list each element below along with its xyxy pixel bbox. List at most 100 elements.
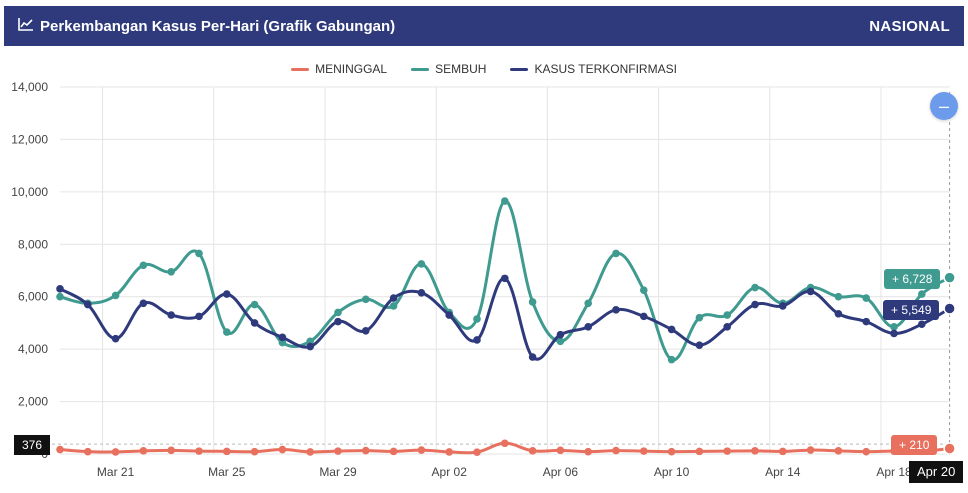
data-point-sembuh xyxy=(612,249,620,258)
data-point-kasus-terkonfirmasi xyxy=(195,312,203,321)
data-point-meninggal xyxy=(417,446,426,454)
data-point-meninggal xyxy=(695,447,704,456)
data-point-sembuh xyxy=(389,302,398,310)
data-point-meninggal xyxy=(584,447,592,456)
data-point-meninggal xyxy=(862,447,870,456)
data-point-sembuh xyxy=(556,337,565,346)
legend-label-meninggal: MENINGGAL xyxy=(315,62,388,76)
data-point-sembuh xyxy=(362,295,370,304)
legend-item-konfirmasi[interactable]: KASUS TERKONFIRMASI xyxy=(510,62,677,76)
data-point-kasus-terkonfirmasi xyxy=(584,323,592,331)
data-point-sembuh xyxy=(528,298,537,306)
data-point-sembuh xyxy=(473,315,481,323)
data-point-meninggal xyxy=(943,442,956,455)
x-tick-label: Apr 10 xyxy=(654,465,690,479)
data-point-kasus-terkonfirmasi xyxy=(640,312,648,321)
data-point-kasus-terkonfirmasi xyxy=(779,302,787,310)
data-point-sembuh xyxy=(167,268,175,276)
series-line-kasus-terkonfirmasi xyxy=(59,276,951,361)
data-point-kasus-terkonfirmasi xyxy=(918,320,926,329)
header-title-group: Perkembangan Kasus Per-Hari (Grafik Gabu… xyxy=(18,17,395,36)
data-point-kasus-terkonfirmasi xyxy=(612,306,620,314)
data-point-kasus-terkonfirmasi xyxy=(556,330,565,339)
data-point-sembuh xyxy=(334,308,342,317)
data-point-kasus-terkonfirmasi xyxy=(223,290,231,298)
x-tick-label: Apr 06 xyxy=(543,465,579,479)
data-point-sembuh xyxy=(640,286,648,294)
data-point-sembuh xyxy=(278,338,287,347)
data-point-sembuh xyxy=(250,300,259,309)
data-point-kasus-terkonfirmasi xyxy=(890,329,898,338)
data-point-kasus-terkonfirmasi xyxy=(445,311,454,319)
data-point-meninggal xyxy=(362,446,370,455)
data-point-kasus-terkonfirmasi xyxy=(806,287,815,296)
data-point-meninggal xyxy=(223,447,231,456)
minus-icon: – xyxy=(938,96,949,116)
y-tick-label: 8,000 xyxy=(18,237,48,251)
legend-swatch-meninggal xyxy=(291,67,310,71)
y-tick-label: 4,000 xyxy=(18,342,48,356)
data-point-kasus-terkonfirmasi xyxy=(84,300,92,309)
data-point-kasus-terkonfirmasi xyxy=(334,317,342,326)
data-point-meninggal xyxy=(195,447,203,455)
y-tick-label: 10,000 xyxy=(11,185,48,199)
data-point-meninggal xyxy=(473,448,481,456)
data-point-meninggal xyxy=(167,446,175,455)
chart-legend: MENINGGAL SEMBUH KASUS TERKONFIRMASI xyxy=(0,62,968,76)
data-point-sembuh xyxy=(139,261,148,270)
data-point-kasus-terkonfirmasi xyxy=(362,326,370,335)
data-point-kasus-terkonfirmasi xyxy=(278,333,287,342)
data-point-meninggal xyxy=(779,447,787,456)
legend-item-sembuh[interactable]: SEMBUH xyxy=(411,62,486,76)
x-tick-label: Apr 02 xyxy=(432,465,468,479)
y-tick-label: 2,000 xyxy=(18,395,48,409)
data-point-kasus-terkonfirmasi xyxy=(417,288,426,297)
tooltip-konfirmasi: + 5,549 xyxy=(883,300,940,320)
data-point-kasus-terkonfirmasi xyxy=(834,309,843,318)
x-tick-label: Apr 14 xyxy=(765,465,801,479)
data-point-meninggal xyxy=(84,447,92,456)
data-point-kasus-terkonfirmasi xyxy=(723,323,731,331)
data-point-sembuh xyxy=(862,294,870,302)
data-point-meninggal xyxy=(389,447,398,456)
zoom-out-button[interactable]: – xyxy=(930,92,958,120)
chart-header: Perkembangan Kasus Per-Hari (Grafik Gabu… xyxy=(4,6,964,46)
data-point-sembuh xyxy=(918,290,926,298)
data-point-kasus-terkonfirmasi xyxy=(56,285,64,293)
data-point-meninggal xyxy=(56,445,64,454)
tooltip-sembuh: + 6,728 xyxy=(884,269,941,289)
data-point-sembuh xyxy=(306,337,315,346)
data-point-kasus-terkonfirmasi xyxy=(389,294,398,302)
data-point-meninggal xyxy=(501,439,509,448)
x-tick-label: Apr 18 xyxy=(876,465,912,479)
data-point-meninggal xyxy=(723,447,731,455)
data-point-kasus-terkonfirmasi xyxy=(667,325,676,334)
data-point-kasus-terkonfirmasi xyxy=(167,311,175,319)
crosshair-y-label: 376 xyxy=(14,435,51,455)
data-point-kasus-terkonfirmasi xyxy=(862,317,870,326)
data-point-sembuh xyxy=(834,292,843,301)
legend-item-meninggal[interactable]: MENINGGAL xyxy=(291,62,387,76)
data-point-meninggal xyxy=(445,448,454,456)
y-tick-label: 6,000 xyxy=(18,290,48,304)
data-point-kasus-terkonfirmasi xyxy=(501,274,509,283)
data-point-meninggal xyxy=(334,447,342,455)
legend-swatch-sembuh xyxy=(411,67,430,71)
data-point-sembuh xyxy=(723,311,731,319)
data-point-meninggal xyxy=(806,446,815,454)
data-point-sembuh xyxy=(751,283,759,292)
data-point-meninggal xyxy=(556,446,565,455)
data-point-sembuh xyxy=(111,291,120,300)
data-point-sembuh xyxy=(223,328,231,336)
data-point-kasus-terkonfirmasi xyxy=(111,334,120,343)
x-tick-label: Mar 21 xyxy=(97,465,135,479)
legend-swatch-konfirmasi xyxy=(510,67,529,71)
page-title: Perkembangan Kasus Per-Hari (Grafik Gabu… xyxy=(40,17,396,35)
data-point-kasus-terkonfirmasi xyxy=(751,300,759,309)
tooltip-meninggal: + 210 xyxy=(891,435,938,455)
data-point-kasus-terkonfirmasi xyxy=(528,353,537,361)
data-point-sembuh xyxy=(584,299,592,308)
data-point-kasus-terkonfirmasi xyxy=(943,302,956,315)
region-label: NASIONAL xyxy=(869,17,950,35)
